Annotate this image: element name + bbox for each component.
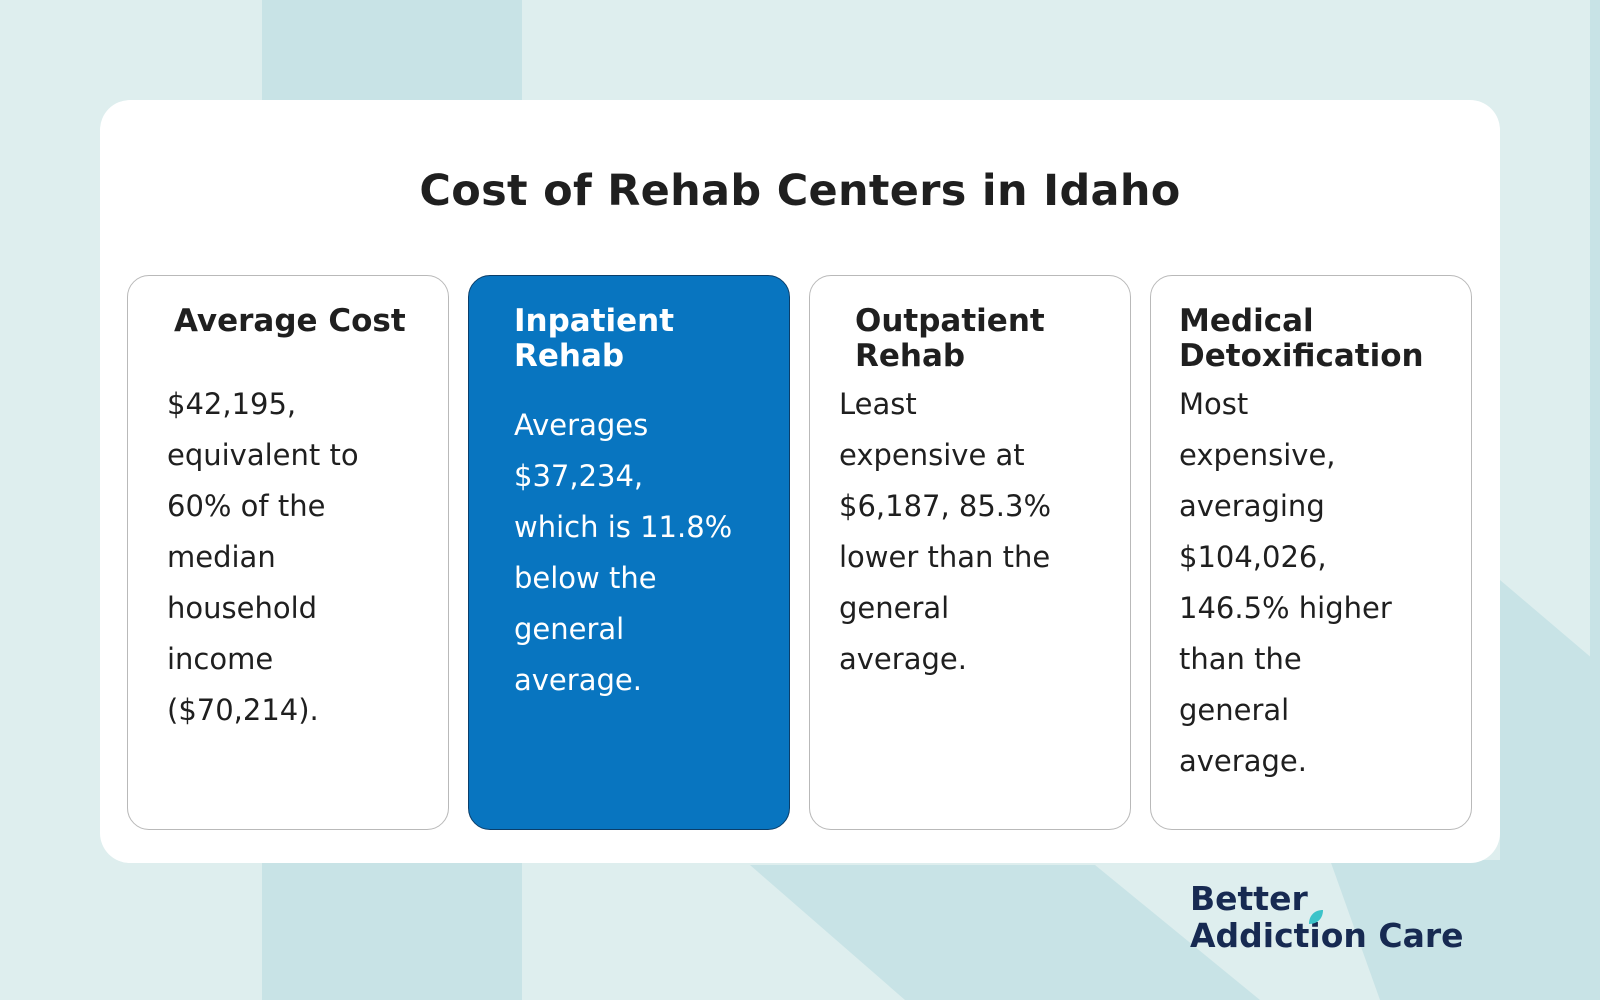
logo-line-2: Addiction Care (1190, 916, 1464, 955)
page-title: Cost of Rehab Centers in Idaho (419, 166, 1181, 216)
average-cost-heading: Average Cost (174, 303, 406, 339)
outpatient-rehab-heading: Outpatient Rehab (855, 304, 1045, 374)
medical-detox-body: Most expensive, averaging $104,026, 146.… (1179, 379, 1392, 787)
heading-line: Outpatient (855, 303, 1045, 339)
outpatient-rehab-card: Outpatient Rehab Least expensive at $6,1… (809, 275, 1131, 830)
heading-line: Rehab (855, 338, 966, 374)
body-line: expensive, (1179, 438, 1336, 472)
inpatient-rehab-heading: Inpatient Rehab (514, 304, 674, 374)
body-line: below the (514, 561, 657, 595)
body-line: $104,026, (1179, 540, 1327, 574)
body-line: expensive at (839, 438, 1025, 472)
body-line: Averages (514, 408, 649, 442)
body-line: $42,195, (167, 387, 297, 421)
heading-line: Detoxification (1179, 338, 1424, 374)
leaf-icon (1309, 910, 1323, 924)
inpatient-rehab-card: Inpatient Rehab Averages $37,234, which … (468, 275, 790, 830)
body-line: $6,187, 85.3% (839, 489, 1052, 523)
body-line: general (1179, 693, 1290, 727)
heading-line: Medical (1179, 303, 1314, 339)
body-line: averaging (1179, 489, 1325, 523)
medical-detox-heading: Medical Detoxification (1179, 304, 1424, 374)
body-line: median (167, 540, 276, 574)
body-line: 60% of the (167, 489, 326, 523)
body-line: Most (1179, 387, 1249, 421)
body-line: which is 11.8% (514, 510, 733, 544)
background-diagonal-shape (750, 865, 1260, 1000)
body-line: average. (1179, 744, 1307, 778)
body-line: than the (1179, 642, 1302, 676)
body-line: equivalent to (167, 438, 359, 472)
body-line: Least (839, 387, 917, 421)
background-corner-shape (1330, 580, 1600, 1000)
outpatient-rehab-body: Least expensive at $6,187, 85.3% lower t… (839, 379, 1051, 685)
better-addiction-care-logo: Better Addiction Care (1190, 880, 1490, 960)
body-line: 146.5% higher (1179, 591, 1392, 625)
body-line: income (167, 642, 274, 676)
body-line: general (839, 591, 950, 625)
average-cost-body: $42,195, equivalent to 60% of the median… (167, 379, 359, 736)
medical-detox-card: Medical Detoxification Most expensive, a… (1150, 275, 1472, 830)
body-line: average. (839, 642, 967, 676)
body-line: $37,234, (514, 459, 644, 493)
inpatient-rehab-body: Averages $37,234, which is 11.8% below t… (514, 400, 732, 706)
body-line: lower than the (839, 540, 1051, 574)
average-cost-card: Average Cost $42,195, equivalent to 60% … (127, 275, 449, 830)
heading-line: Inpatient (514, 303, 675, 339)
body-line: household (167, 591, 318, 625)
body-line: average. (514, 663, 642, 697)
heading-line: Rehab (514, 338, 625, 374)
body-line: ($70,214). (167, 693, 319, 727)
logo-line-1: Better (1190, 879, 1308, 918)
body-line: general (514, 612, 625, 646)
